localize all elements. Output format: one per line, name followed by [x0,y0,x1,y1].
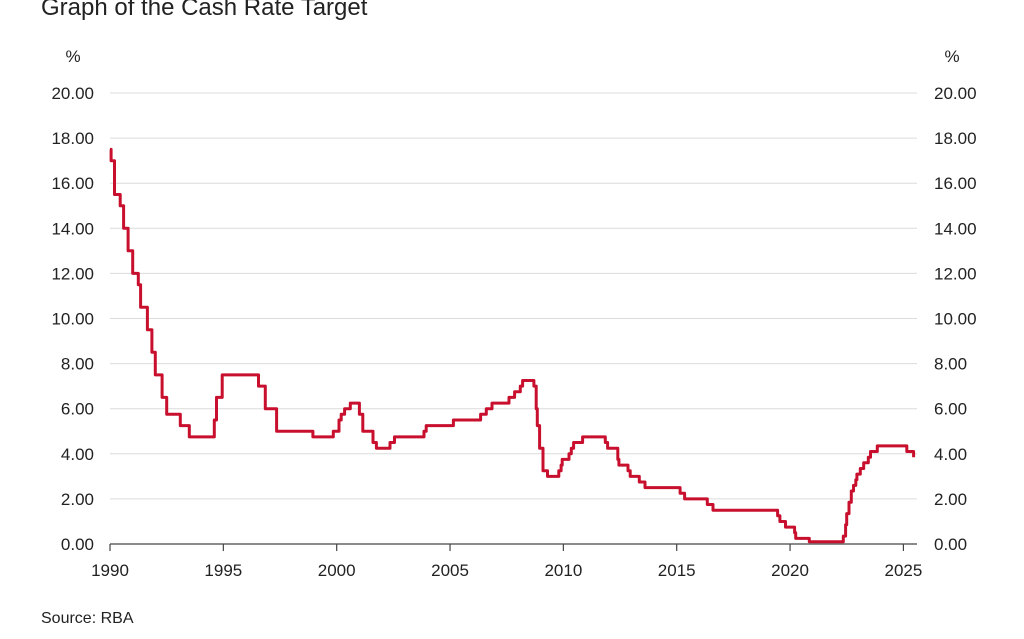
chart-title: Graph of the Cash Rate Target [41,0,368,21]
x-axis [109,543,917,551]
cash-rate-series-line [109,147,916,544]
x-tick-label: 1990 [91,561,129,580]
y-tick-label-right: 10.00 [934,310,977,329]
y-tick-label-left: 0.00 [61,535,94,554]
y-tick-label-right: 0.00 [934,535,967,554]
y-tick-label-right: 6.00 [934,400,967,419]
y-axis-left-unit: % [65,47,80,66]
x-tick-label: 2020 [771,561,809,580]
y-axis-right-unit: % [944,47,959,66]
gridlines [110,92,917,500]
y-tick-label-right: 18.00 [934,129,977,148]
y-tick-label-left: 6.00 [61,400,94,419]
x-tick-label: 2010 [544,561,582,580]
x-axis-labels: 1990 1995 2000 2005 2010 2015 2020 2025 [91,561,922,580]
y-axis-right-labels: 0.00 2.00 4.00 6.00 8.00 10.00 12.00 14.00 16.00… [934,84,977,554]
y-tick-label-left: 20.00 [51,84,94,103]
y-tick-label-left: 2.00 [61,490,94,509]
y-tick-label-left: 4.00 [61,445,94,464]
y-tick-label-right: 2.00 [934,490,967,509]
y-tick-label-right: 4.00 [934,445,967,464]
y-tick-label-right: 16.00 [934,174,977,193]
y-tick-label-right: 20.00 [934,84,977,103]
y-tick-label-left: 16.00 [51,174,94,193]
y-tick-label-right: 8.00 [934,355,967,374]
x-tick-label: 1995 [204,561,242,580]
y-tick-label-left: 14.00 [51,219,94,238]
x-tick-label: 2005 [431,561,469,580]
y-tick-label-left: 12.00 [51,264,94,283]
y-tick-label-left: 10.00 [51,310,94,329]
x-tick-label: 2015 [658,561,696,580]
y-tick-label-left: 8.00 [61,355,94,374]
x-tick-label: 2025 [884,561,922,580]
y-axis-left-labels: 0.00 2.00 4.00 6.00 8.00 10.00 12.00 14.00 16.00… [51,84,94,554]
y-tick-label-right: 12.00 [934,264,977,283]
source-note: Source: RBA [41,610,134,627]
y-tick-label-left: 18.00 [51,129,94,148]
y-tick-label-right: 14.00 [934,219,977,238]
x-tick-label: 2000 [318,561,356,580]
